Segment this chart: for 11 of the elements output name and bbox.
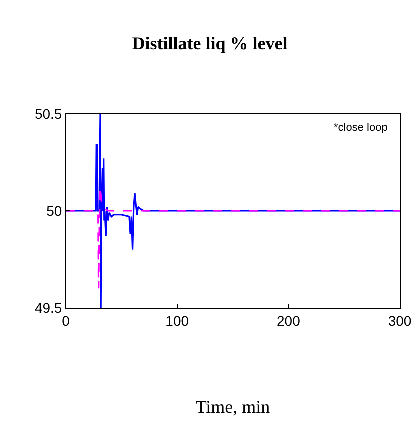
y-tick-label: 50 [46, 202, 62, 219]
x-tick-label: 0 [62, 312, 70, 329]
y-tick-label: 50.5 [34, 106, 62, 122]
x-tick-label: 100 [166, 312, 190, 329]
y-tick-label: 49.5 [34, 300, 62, 316]
x-axis-title: Time, min [196, 396, 270, 417]
x-tick-label: 200 [276, 312, 301, 329]
annotation: *close loop [334, 122, 388, 134]
chart-title: Distillate liq % level [132, 34, 288, 54]
x-tick-label: 300 [388, 312, 412, 329]
line-series [66, 114, 400, 308]
